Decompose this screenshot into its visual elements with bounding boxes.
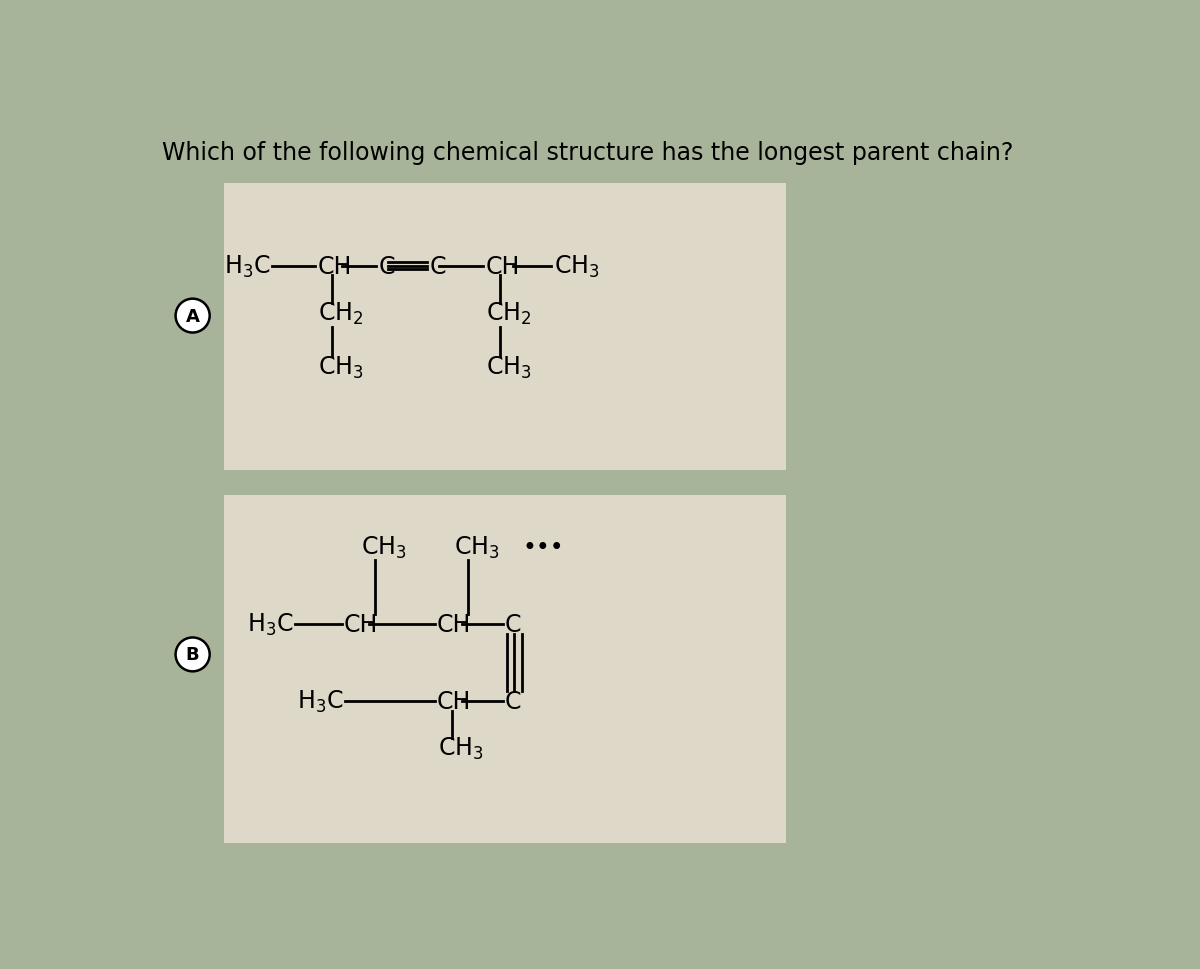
Text: CH$_3$: CH$_3$: [438, 735, 484, 762]
Text: CH: CH: [317, 254, 352, 278]
Text: H$_3$C: H$_3$C: [223, 253, 270, 279]
Text: CH$_3$: CH$_3$: [318, 355, 364, 381]
Text: Which of the following chemical structure has the longest parent chain?: Which of the following chemical structur…: [162, 141, 1013, 165]
Circle shape: [175, 638, 210, 672]
Text: CH$_3$: CH$_3$: [454, 534, 499, 560]
Text: C: C: [379, 254, 395, 278]
Text: •••: •••: [522, 535, 564, 559]
Text: CH$_2$: CH$_2$: [318, 301, 364, 328]
FancyBboxPatch shape: [223, 495, 786, 843]
Text: CH$_2$: CH$_2$: [486, 301, 532, 328]
Text: C: C: [505, 689, 522, 713]
Text: H$_3$C: H$_3$C: [247, 610, 293, 637]
Text: C: C: [430, 254, 446, 278]
FancyBboxPatch shape: [223, 184, 786, 470]
Text: CH$_3$: CH$_3$: [553, 253, 600, 279]
Text: CH: CH: [437, 689, 472, 713]
Text: CH$_3$: CH$_3$: [361, 534, 407, 560]
Text: CH: CH: [486, 254, 520, 278]
Circle shape: [175, 299, 210, 333]
Text: CH: CH: [437, 612, 472, 636]
Text: H$_3$C: H$_3$C: [298, 688, 343, 714]
Text: B: B: [186, 645, 199, 664]
Text: A: A: [186, 307, 199, 326]
Text: CH: CH: [343, 612, 378, 636]
Text: CH$_3$: CH$_3$: [486, 355, 532, 381]
Text: C: C: [505, 612, 522, 636]
